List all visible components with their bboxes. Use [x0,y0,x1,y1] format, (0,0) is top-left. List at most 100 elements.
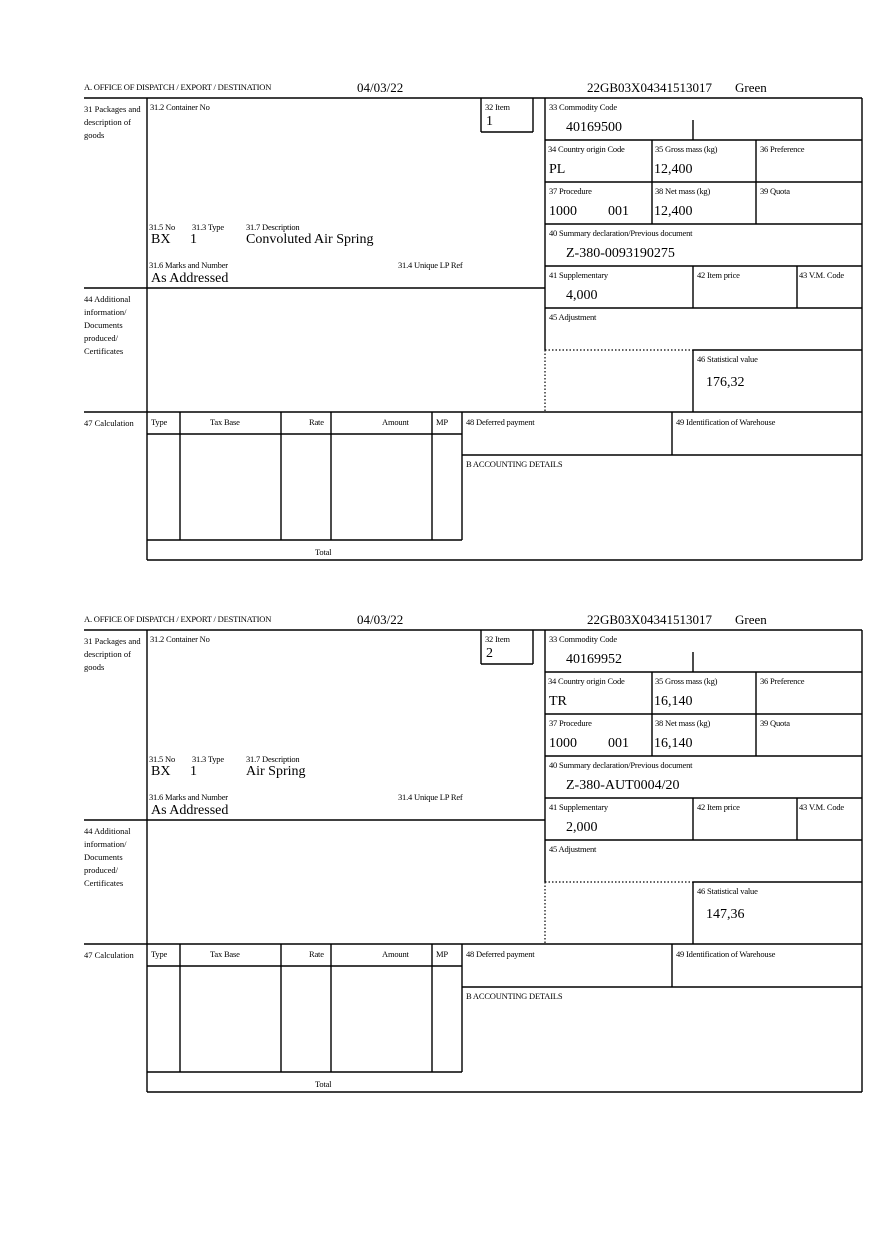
net-mass-value: 16,140 [654,736,693,751]
calc-tax-base-header: Tax Base [210,417,240,427]
marks-label: 31.6 Marks and Number [149,792,228,802]
supplementary-value: 4,000 [566,288,598,303]
date: 04/03/22 [357,80,404,95]
item-value: 2 [486,646,493,661]
route: Green [735,80,767,95]
procedure-extra-value: 001 [608,204,629,219]
unique-lp-ref-label: 31.4 Unique LP Ref [398,260,463,270]
country-origin-label: 34 Country origin Code [548,144,625,154]
warehouse-label: 49 Identification of Warehouse [676,417,776,427]
item-price-label: 42 Item price [697,270,740,280]
procedure-extra-value: 001 [608,736,629,751]
marks-value: As Addressed [151,803,229,818]
office-label: A. OFFICE OF DISPATCH / EXPORT / DESTINA… [84,614,272,624]
description-label: 31.7 Description [246,754,300,764]
calc-amount-header: Amount [382,417,409,427]
declaration-item-form: A. OFFICE OF DISPATCH / EXPORT / DESTINA… [0,532,882,1093]
deferred-payment-label: 48 Deferred payment [466,949,535,959]
form-grid-lines [84,97,863,561]
calc-amount-header: Amount [382,949,409,959]
packages-label: 31 Packages and description of goods [84,104,141,140]
deferred-payment-label: 48 Deferred payment [466,417,535,427]
commodity-code-value: 40169952 [566,652,622,667]
procedure-value: 1000 [549,204,577,219]
calc-type-header: Type [151,417,168,427]
adjustment-label: 45 Adjustment [549,312,597,322]
accounting-label: B ACCOUNTING DETAILS [466,459,563,469]
reference: 22GB03X04341513017 [587,612,712,627]
calc-total-label: Total [315,547,332,557]
quota-label: 39 Quota [760,186,790,196]
no-label: 31.5 No [149,222,175,232]
calc-tax-base-header: Tax Base [210,949,240,959]
form-grid-lines [84,629,863,1093]
type-label: 31.3 Type [192,754,224,764]
statistical-value-value: 147,36 [706,907,745,922]
preference-label: 36 Preference [760,676,805,686]
reference: 22GB03X04341513017 [587,80,712,95]
calc-mp-header: MP [436,949,448,959]
no-label: 31.5 No [149,754,175,764]
item-price-label: 42 Item price [697,802,740,812]
item-value: 1 [486,114,493,129]
gross-mass-label: 35 Gross mass (kg) [655,676,718,686]
route: Green [735,612,767,627]
declaration-item-form: A. OFFICE OF DISPATCH / EXPORT / DESTINA… [0,0,882,561]
supplementary-value: 2,000 [566,820,598,835]
country-origin-value: TR [549,694,567,709]
additional-info-label: 44 Additional information/ Documents pro… [84,826,131,888]
calculation-label: 47 Calculation [84,950,134,960]
statistical-value-label: 46 Statistical value [697,886,758,896]
description-value: Air Spring [246,764,306,779]
commodity-code-value: 40169500 [566,120,622,135]
container-no-label: 31.2 Container No [150,634,210,644]
calculation-label: 47 Calculation [84,418,134,428]
marks-value: As Addressed [151,271,229,286]
preference-label: 36 Preference [760,144,805,154]
quota-label: 39 Quota [760,718,790,728]
gross-mass-value: 16,140 [654,694,693,709]
vm-code-label: 43 V.M. Code [799,802,844,812]
accounting-label: B ACCOUNTING DETAILS [466,991,563,1001]
supplementary-label: 41 Supplementary [549,802,608,812]
calc-mp-header: MP [436,417,448,427]
packages-label: 31 Packages and description of goods [84,636,141,672]
summary-decl-value: Z-380-AUT0004/20 [566,778,680,793]
type-label: 31.3 Type [192,222,224,232]
no-value: BX [151,764,171,779]
item-label: 32 Item [485,634,510,644]
calc-type-header: Type [151,949,168,959]
country-origin-value: PL [549,162,566,177]
supplementary-label: 41 Supplementary [549,270,608,280]
adjustment-label: 45 Adjustment [549,844,597,854]
summary-decl-value: Z-380-0093190275 [566,246,675,261]
vm-code-label: 43 V.M. Code [799,270,844,280]
gross-mass-label: 35 Gross mass (kg) [655,144,718,154]
unique-lp-ref-label: 31.4 Unique LP Ref [398,792,463,802]
item-label: 32 Item [485,102,510,112]
net-mass-value: 12,400 [654,204,693,219]
summary-decl-label: 40 Summary declaration/Previous document [549,228,693,238]
calc-total-label: Total [315,1079,332,1089]
statistical-value-value: 176,32 [706,375,745,390]
type-value: 1 [190,232,197,247]
description-value: Convoluted Air Spring [246,232,374,247]
type-value: 1 [190,764,197,779]
gross-mass-value: 12,400 [654,162,693,177]
warehouse-label: 49 Identification of Warehouse [676,949,776,959]
office-label: A. OFFICE OF DISPATCH / EXPORT / DESTINA… [84,82,272,92]
calc-rate-header: Rate [309,417,324,427]
procedure-label: 37 Procedure [549,186,592,196]
country-origin-label: 34 Country origin Code [548,676,625,686]
calc-rate-header: Rate [309,949,324,959]
additional-info-label: 44 Additional information/ Documents pro… [84,294,131,356]
date: 04/03/22 [357,612,404,627]
summary-decl-label: 40 Summary declaration/Previous document [549,760,693,770]
commodity-code-label: 33 Commodity Code [549,634,617,644]
marks-label: 31.6 Marks and Number [149,260,228,270]
container-no-label: 31.2 Container No [150,102,210,112]
net-mass-label: 38 Net mass (kg) [655,718,711,728]
commodity-code-label: 33 Commodity Code [549,102,617,112]
no-value: BX [151,232,171,247]
